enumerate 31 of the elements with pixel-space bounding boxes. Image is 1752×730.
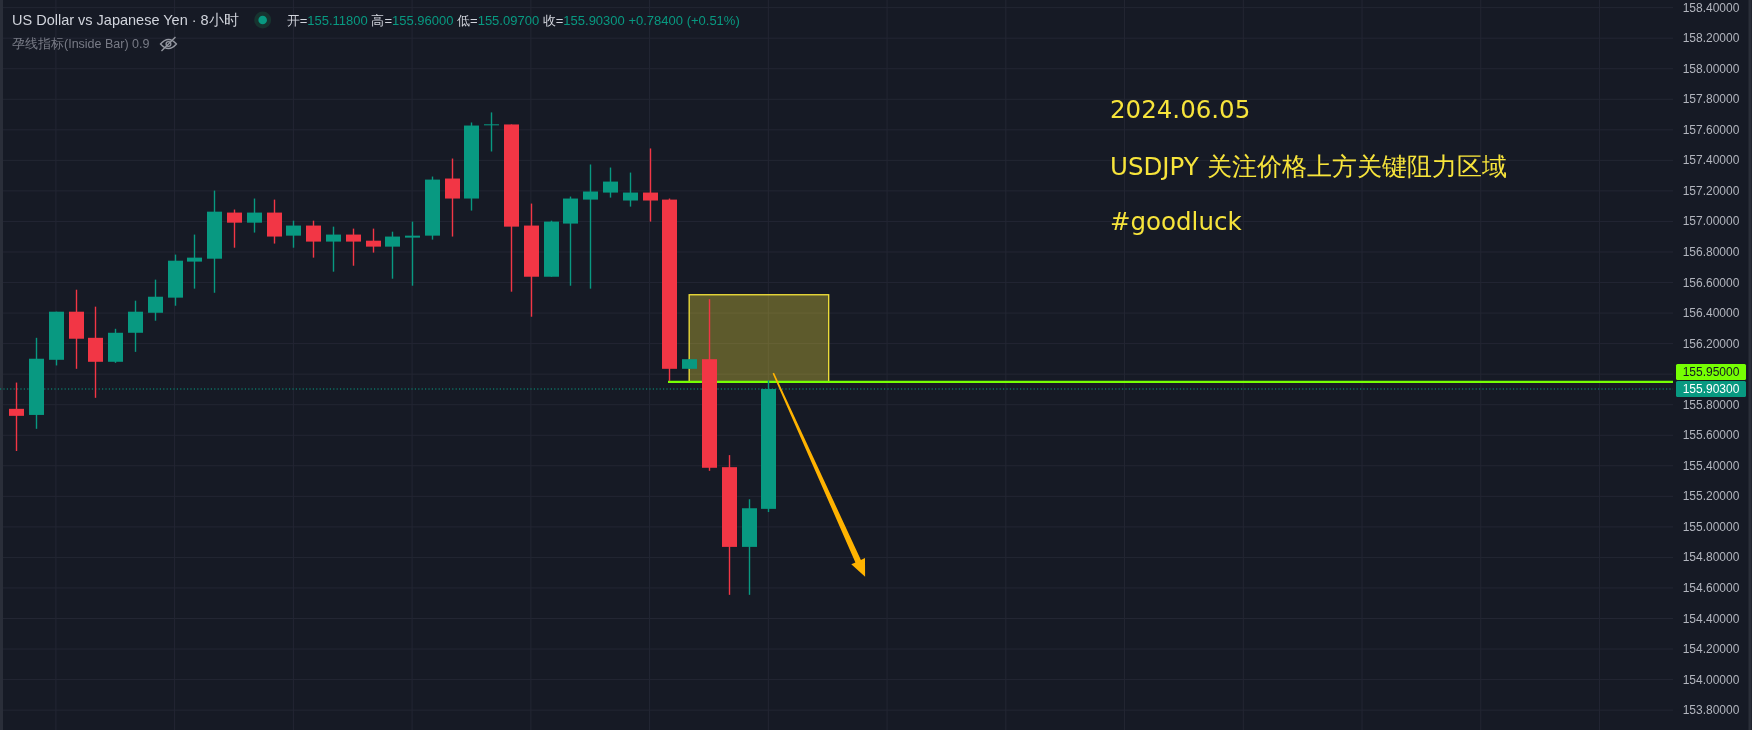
- y-tick-label: 157.00000: [1682, 214, 1740, 229]
- text: 开=155.11800 高=155.96000 低=155.09700 收=155.90300 +0.78400 (+0.51%): [286, 13, 740, 28]
- annotation: #goodluck: [1110, 207, 1243, 236]
- y-tick-label: 154.20000: [1682, 642, 1740, 657]
- y-tick-label: 155.20000: [1682, 489, 1740, 504]
- y-tick-label: 155.00000: [1682, 519, 1740, 534]
- ref-line-label: 155.95000: [1682, 364, 1740, 379]
- y-tick-label: 154.60000: [1682, 580, 1740, 595]
- annotation: 2024.06.05: [1110, 95, 1251, 124]
- y-tick-label: 157.80000: [1682, 92, 1740, 107]
- y-tick-label: 157.40000: [1682, 153, 1740, 168]
- y-tick-label: 156.20000: [1682, 336, 1740, 351]
- y-tick-label: 155.40000: [1682, 458, 1740, 473]
- y-tick-label: 158.00000: [1682, 61, 1740, 76]
- y-tick-label: 153.80000: [1682, 703, 1740, 718]
- y-tick-label: 156.60000: [1682, 275, 1740, 290]
- text: US Dollar vs Japanese Yen · 8小时: [12, 12, 239, 28]
- annotation: 孕线指标(Inside Bar) 0.9: [12, 37, 150, 51]
- y-tick-label: 158.40000: [1682, 0, 1740, 15]
- y-tick-label: 157.60000: [1682, 122, 1740, 137]
- y-tick-label: 154.40000: [1682, 611, 1740, 626]
- y-tick-label: 156.40000: [1682, 306, 1740, 321]
- y-tick-label: 156.80000: [1682, 244, 1740, 259]
- y-tick-label: 154.80000: [1682, 550, 1740, 565]
- y-tick-label: 158.20000: [1682, 31, 1740, 46]
- ref-line-label: 155.90300: [1682, 381, 1740, 396]
- y-tick-label: 154.00000: [1682, 672, 1740, 687]
- y-tick-label: 155.80000: [1682, 397, 1740, 412]
- y-tick-label: 157.20000: [1682, 183, 1740, 198]
- annotation: USDJPY 关注价格上方关键阻力区域: [1110, 152, 1507, 181]
- y-tick-label: 155.60000: [1682, 428, 1740, 443]
